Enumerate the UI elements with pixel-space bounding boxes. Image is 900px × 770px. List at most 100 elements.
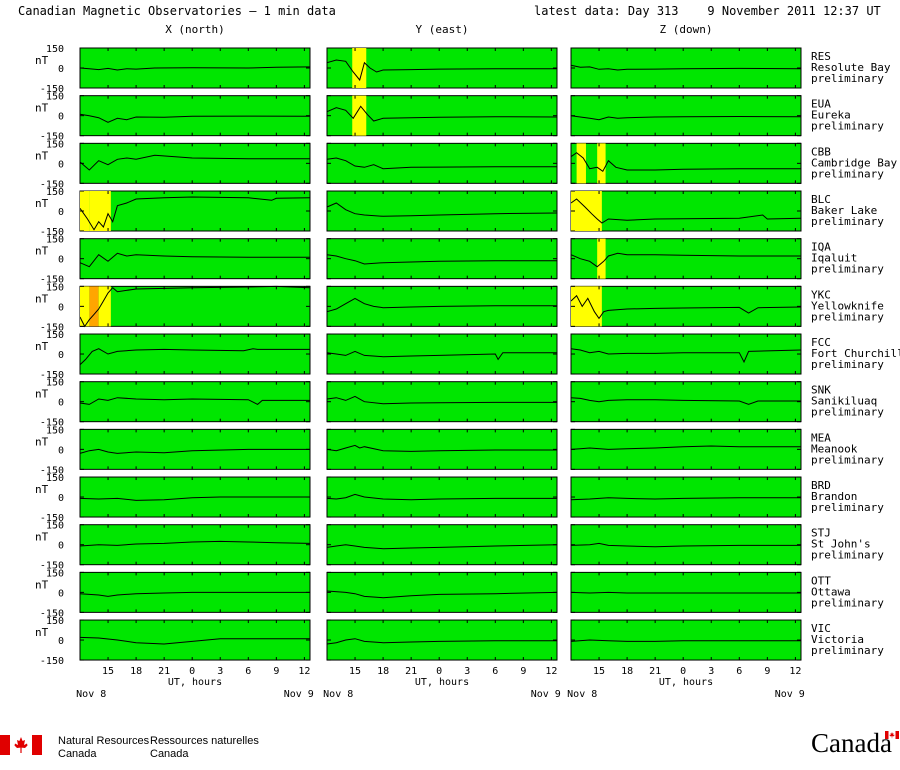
x-tick-label: 18 [130,666,142,677]
panel-fcc-y [326,333,558,375]
station-status: preliminary [811,263,884,276]
series-line-brd-x [79,496,310,501]
y-tick-label: -150 [40,179,64,190]
x-tick-label: 3 [708,666,714,677]
canada-flag-icon [0,735,42,755]
series-line-fcc-y [326,350,557,361]
panel-fcc-z [570,333,802,375]
x-tick-label: 3 [217,666,223,677]
series-line-mea-y [326,444,557,452]
panel-background [79,524,311,566]
panel-background [570,333,802,375]
y-tick-label: -150 [40,561,64,572]
series-line-eua-y [326,105,558,122]
panel-background [79,95,311,137]
panel-background [326,524,558,566]
y-tick-label: -150 [40,322,64,333]
panel-background [326,476,558,518]
panel-background [326,381,558,423]
x-tick-label: 6 [736,666,742,677]
y-tick-label: -150 [40,418,64,429]
activity-band-active [98,286,111,327]
series-line-cbb-z [570,152,801,173]
y-axis-label: nT [35,102,49,115]
station-name: Meanook [811,442,858,455]
panel-background [326,571,558,613]
series-line-iqa-x [79,252,310,268]
series-line-fcc-x [79,348,310,366]
panel-snk-z [570,381,802,423]
y-tick-label: -150 [40,465,64,476]
canada-wordmark: Canada [811,728,892,758]
activity-band-active [352,48,367,88]
series-line-stj-x [79,540,311,547]
panel-brd-x [79,476,311,518]
activity-band-active [80,191,90,232]
panel-fcc-x [79,333,311,375]
series-line-vic-z [570,639,801,642]
y-axis-label: nT [35,626,49,639]
panel-background [79,142,311,184]
series-line-mea-x [79,448,310,454]
y-tick-label: 150 [46,568,64,579]
y-tick-label: 0 [58,398,64,409]
y-axis-label: nT [35,245,49,258]
y-tick-label: 0 [58,636,64,647]
panel-brd-y [326,476,558,518]
y-tick-label: -150 [40,370,64,381]
station-status: preliminary [811,596,884,609]
panel-background [326,333,558,375]
panel-eua-x [79,95,311,137]
y-tick-label: -150 [40,513,64,524]
latest-data-label: latest data: Day 313 9 November 2011 12:… [534,4,881,18]
series-line-brd-z [570,497,801,501]
x-axis-label: UT, hours [659,677,713,688]
x-tick-label: 9 [520,666,526,677]
panel-res-x [79,47,311,89]
nrcan-name-english: Natural Resources Canada [58,735,150,760]
x-tick-label: 6 [492,666,498,677]
station-code: IQA [811,241,831,254]
activity-band-storm [89,286,99,327]
y-tick-label: 0 [58,350,64,361]
y-tick-label: 150 [46,92,64,103]
y-tick-label: -150 [40,656,64,667]
y-tick-label: 0 [58,445,64,456]
series-line-mea-z [570,445,801,450]
panel-iqa-x [79,238,311,280]
series-line-snk-x [79,397,310,405]
series-line-ykc-x [79,285,311,328]
y-tick-label: 150 [46,616,64,627]
column-label-z: Z (down) [660,23,713,36]
y-tick-label: -150 [40,608,64,619]
series-line-blc-z [570,198,802,224]
panel-background [570,142,802,184]
series-line-res-y [326,59,557,82]
panel-iqa-z [570,238,802,280]
y-tick-label: 150 [46,425,64,436]
station-code: STJ [811,527,831,540]
panel-background [570,190,802,232]
series-line-stj-z [570,542,801,548]
panel-vic-z [570,619,802,661]
panel-iqa-y [326,238,558,280]
panel-mea-z [570,428,802,470]
panel-res-y [326,47,558,89]
nrcan-name-french: Ressources naturelles Canada [150,735,259,760]
station-name: Eureka [811,109,851,122]
y-axis-label: nT [35,483,49,496]
series-line-res-x [79,66,311,71]
panel-brd-z [570,476,802,518]
y-axis-label: nT [35,149,49,162]
panel-background [326,142,558,184]
activity-band-active [597,238,606,279]
station-code: BRD [811,479,831,492]
panel-background [79,381,311,423]
y-tick-label: 0 [58,588,64,599]
station-status: preliminary [811,215,884,228]
y-tick-label: 150 [46,44,64,55]
